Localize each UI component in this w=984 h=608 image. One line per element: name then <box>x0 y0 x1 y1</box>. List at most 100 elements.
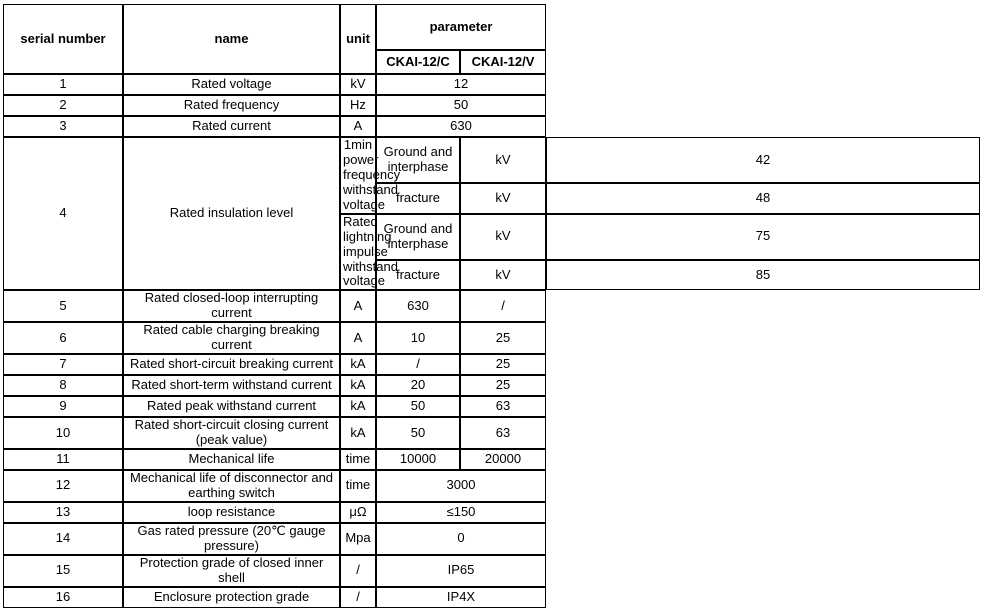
cell-parameter-ckai-12-v: 25 <box>460 375 546 397</box>
cell-insulation-subgroup-label: 1min power frequency withstand voltage <box>340 137 400 214</box>
cell-serial-number: 13 <box>3 501 123 523</box>
cell-name: Rated voltage <box>123 74 340 95</box>
cell-unit: kV <box>460 213 546 260</box>
column-header-model-ckai-12-v: CKAI-12/V <box>460 50 546 74</box>
cell-parameter-ckai-12-v: / <box>460 290 546 323</box>
cell-unit: / <box>340 554 376 587</box>
table-row: 1 Rated voltage kV 12 <box>3 74 980 95</box>
table-row: 7 Rated short-circuit breaking current kA /… <box>3 354 980 376</box>
cell-parameter-ckai-12-c: 20 <box>376 375 460 397</box>
table-header-subrow: CKAI-12/C CKAI-12/V <box>3 50 980 74</box>
cell-unit: kA <box>340 396 376 418</box>
cell-parameter-merged: 0 <box>376 522 546 555</box>
table-row-insulation: fracture kV 85 <box>3 259 980 291</box>
column-header-serial-number: serial number <box>3 4 123 74</box>
cell-serial-number: 1 <box>3 74 123 95</box>
cell-parameter-merged: IP65 <box>376 554 546 587</box>
cell-serial-number: 15 <box>3 554 123 587</box>
cell-parameter-ckai-12-c: 50 <box>376 417 460 449</box>
cell-name: Rated cable charging breaking current <box>123 322 340 355</box>
cell-unit: kA <box>340 354 376 376</box>
cell-name: Rated frequency <box>123 95 340 116</box>
table-row-insulation: 4 Rated insulation level 1min power freque… <box>3 137 980 291</box>
cell-parameter-ckai-12-c: 50 <box>376 396 460 418</box>
cell-unit: / <box>340 586 376 608</box>
table-row: 3 Rated current A 630 <box>3 116 980 137</box>
table-row: 12 Mechanical life of disconnector and ea… <box>3 470 980 502</box>
cell-insulation-condition: fracture <box>376 259 460 291</box>
cell-unit: A <box>340 290 376 323</box>
cell-name: Rated short-circuit breaking current <box>123 354 340 376</box>
cell-parameter-ckai-12-v: 25 <box>460 354 546 376</box>
table-header-row: serial number name unit parameter <box>3 4 980 74</box>
table-row: 16 Enclosure protection grade / IP4X <box>3 586 980 608</box>
column-header-model-ckai-12-c: CKAI-12/C <box>376 50 460 74</box>
cell-name: Gas rated pressure (20℃ gauge pressure) <box>123 522 340 555</box>
cell-name: Rated peak withstand current <box>123 396 340 418</box>
cell-unit: kV <box>460 183 546 214</box>
cell-parameter-merged: 75 <box>546 213 980 260</box>
table-row-insulation: fracture kV 48 <box>3 183 980 214</box>
cell-serial-number: 16 <box>3 586 123 608</box>
cell-unit: kV <box>460 259 546 291</box>
cell-parameter-ckai-12-v: 25 <box>460 322 546 355</box>
table-row: 15 Protection grade of closed inner shell… <box>3 554 980 587</box>
table-row: 6 Rated cable charging breaking current A 1… <box>3 322 980 355</box>
cell-serial-number: 7 <box>3 354 123 376</box>
cell-serial-number: 5 <box>3 290 123 323</box>
table-body-rest: 5 Rated closed-loop interrupting current A… <box>3 290 980 608</box>
cell-insulation-group-label: Rated insulation level <box>123 137 340 291</box>
cell-serial-number: 3 <box>3 116 123 137</box>
cell-unit: μΩ <box>340 501 376 523</box>
cell-parameter-merged: 42 <box>546 137 980 184</box>
cell-name: Rated current <box>123 116 340 137</box>
cell-serial-number: 4 <box>3 137 123 291</box>
cell-serial-number: 2 <box>3 95 123 116</box>
cell-unit: A <box>340 116 376 137</box>
column-header-name: name <box>123 4 340 74</box>
table-header: serial number name unit parameter CKAI-1… <box>3 4 980 74</box>
cell-name: loop resistance <box>123 501 340 523</box>
cell-parameter-ckai-12-c: / <box>376 354 460 376</box>
cell-name: Rated closed-loop interrupting current <box>123 290 340 323</box>
cell-parameter-merged: 48 <box>546 183 980 214</box>
cell-unit: time <box>340 470 376 502</box>
cell-serial-number: 10 <box>3 417 123 449</box>
cell-unit: kA <box>340 375 376 397</box>
table-row: 13 loop resistance μΩ ≤150 <box>3 501 980 523</box>
cell-serial-number: 8 <box>3 375 123 397</box>
cell-serial-number: 12 <box>3 470 123 502</box>
cell-parameter-ckai-12-c: 10 <box>376 322 460 355</box>
cell-parameter-ckai-12-v: 63 <box>460 417 546 449</box>
cell-unit: kA <box>340 417 376 449</box>
column-header-parameter: parameter <box>376 4 546 50</box>
cell-parameter-merged: 3000 <box>376 470 546 502</box>
table-row: 10 Rated short-circuit closing current (p… <box>3 417 980 449</box>
cell-name: Rated short-term withstand current <box>123 375 340 397</box>
cell-insulation-condition: Ground and interphase <box>376 137 460 184</box>
cell-unit: Mpa <box>340 522 376 555</box>
cell-insulation-subgroup-label: Rated lightning impulse withstand voltag… <box>340 213 398 291</box>
cell-serial-number: 14 <box>3 522 123 555</box>
technical-specification-table: serial number name unit parameter CKAI-1… <box>3 4 980 608</box>
cell-parameter-merged: 85 <box>546 259 980 291</box>
cell-insulation-condition: fracture <box>376 183 460 214</box>
cell-unit: kV <box>340 74 376 95</box>
table-row-insulation: Rated lightning impulse withstand voltag… <box>3 213 980 291</box>
cell-parameter-merged: 50 <box>376 95 546 116</box>
table-row: 5 Rated closed-loop interrupting current A… <box>3 290 980 323</box>
table-row: 2 Rated frequency Hz 50 <box>3 95 980 116</box>
cell-name: Rated short-circuit closing current (pea… <box>123 417 340 449</box>
cell-parameter-ckai-12-v: 63 <box>460 396 546 418</box>
table-row: 9 Rated peak withstand current kA 50 63 <box>3 396 980 418</box>
table-row: 8 Rated short-term withstand current kA 20 2… <box>3 375 980 397</box>
cell-name: Enclosure protection grade <box>123 586 340 608</box>
cell-serial-number: 6 <box>3 322 123 355</box>
cell-unit: A <box>340 322 376 355</box>
table-body-insulation: 4 Rated insulation level 1min power freque… <box>3 137 980 291</box>
column-header-unit: unit <box>340 4 376 74</box>
table-body-top: 1 Rated voltage kV 12 2 Rated frequency Hz 50 3 R… <box>3 74 980 137</box>
cell-insulation-condition: Ground and interphase <box>376 213 460 260</box>
cell-parameter-ckai-12-c: 630 <box>376 290 460 323</box>
